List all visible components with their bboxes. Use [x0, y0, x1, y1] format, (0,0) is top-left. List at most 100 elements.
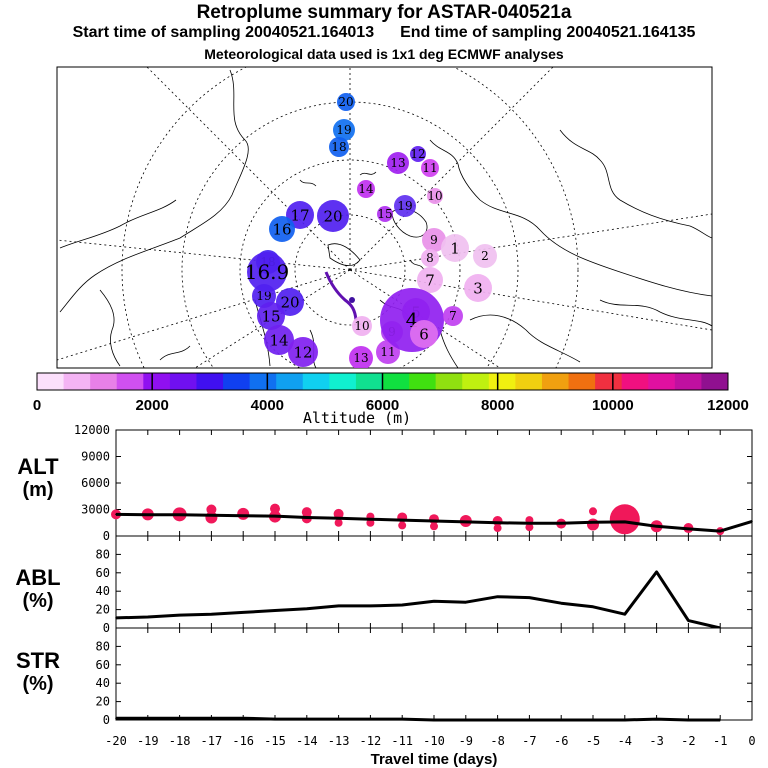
colorbar-tick-label: 8000 — [481, 397, 514, 414]
x-tick-label: -20 — [105, 734, 127, 748]
x-tick-label: -3 — [649, 734, 663, 748]
plume-cluster: 15 — [377, 206, 393, 222]
x-tick-label: -12 — [360, 734, 382, 748]
colorbar-swatch — [674, 373, 702, 390]
colorbar-tick-label: 12000 — [707, 397, 749, 414]
y-tick-label: 6000 — [81, 476, 110, 490]
x-tick-label: 0 — [748, 734, 755, 748]
data-point — [687, 619, 690, 622]
data-point — [624, 521, 626, 523]
colorbar-swatch — [63, 373, 91, 390]
y-tick-label: 20 — [96, 695, 110, 709]
data-point — [560, 602, 562, 604]
plume-marker — [417, 267, 443, 293]
y-axis-label: STR — [16, 648, 60, 673]
altitude-colorbar: 0 2000 4000 6000 8000 10000 12000 Altitude (m) — [33, 372, 749, 427]
data-point — [337, 517, 340, 520]
plume-cluster: 3 — [464, 274, 492, 302]
plume-marker — [317, 200, 349, 232]
plume-cluster: 16 — [269, 216, 295, 242]
plume-marker — [288, 337, 318, 367]
colorbar-tick-label: 0 — [33, 397, 41, 414]
data-point — [528, 719, 531, 721]
plume-marker — [329, 137, 349, 157]
y-axis-unit: (%) — [22, 590, 53, 612]
x-tick-label: -18 — [169, 734, 191, 748]
plume-label: 7 — [425, 271, 435, 289]
plume-label: 12 — [410, 147, 425, 161]
data-point — [528, 522, 531, 524]
plume-label: 7 — [449, 309, 457, 323]
data-point — [624, 613, 626, 615]
y-tick-label: 9000 — [81, 450, 110, 464]
spread-marker — [609, 504, 640, 535]
x-tick-label: -6 — [554, 734, 568, 748]
plume-marker — [286, 201, 314, 229]
colorbar-tick-label: 10000 — [592, 397, 634, 414]
y-tick-label: 20 — [96, 603, 110, 617]
data-point — [655, 525, 658, 528]
data-point — [210, 613, 213, 615]
spread-marker — [205, 511, 218, 524]
plume-marker — [257, 302, 285, 330]
colorbar-swatch — [143, 373, 171, 390]
x-tick-label: -16 — [232, 734, 254, 748]
data-point — [306, 607, 308, 610]
data-point — [210, 514, 213, 517]
spread-marker — [493, 524, 502, 533]
colorbar-title: Altitude (m) — [303, 409, 411, 427]
plume-cluster: 18 — [329, 137, 349, 157]
plume-label: 12 — [293, 343, 312, 361]
plume-label: 2 — [481, 249, 489, 263]
plume-cluster: 20 — [337, 93, 355, 111]
data-point — [369, 518, 372, 521]
data-point — [337, 718, 340, 720]
spread-marker — [430, 522, 438, 531]
y-tick-label: 0 — [103, 529, 110, 543]
colorbar-swatch — [621, 373, 649, 390]
data-point — [401, 519, 404, 521]
plume-marker — [394, 195, 416, 217]
plume-cluster: 8 — [421, 249, 439, 267]
data-point — [592, 606, 594, 608]
series-line — [115, 570, 721, 630]
data-point — [496, 719, 499, 721]
data-point — [147, 717, 149, 719]
plume-label: 16.9 — [245, 260, 290, 284]
plume-label: 11 — [422, 161, 437, 175]
plume-label: 20 — [280, 293, 299, 311]
plume-label: 17 — [290, 206, 309, 224]
plume-cluster: 12 — [410, 146, 426, 162]
plume-cluster: 14 — [264, 325, 294, 355]
data-point — [433, 600, 435, 603]
data-point — [147, 616, 149, 618]
plume-label: 19 — [397, 199, 412, 213]
y-tick-label: 60 — [96, 566, 110, 580]
plume-cluster: 10 — [352, 316, 372, 336]
plume-cluster: 11 — [421, 159, 439, 177]
y-tick-label: 3000 — [81, 503, 110, 517]
data-point — [210, 717, 213, 719]
data-point — [465, 601, 467, 604]
x-tick-label: -9 — [459, 734, 473, 748]
x-tick-label: -15 — [264, 734, 286, 748]
data-point — [242, 611, 244, 614]
plume-cluster: 12 — [288, 337, 318, 367]
colorbar-swatch — [302, 373, 330, 390]
plume-trajectory — [324, 271, 358, 321]
y-axis-label: ALT — [17, 454, 59, 479]
plume-marker — [443, 306, 463, 326]
release-site-marker — [349, 297, 355, 303]
spread-marker — [398, 521, 407, 530]
data-point — [751, 520, 753, 523]
colorbar-swatch — [355, 373, 383, 390]
data-point — [719, 719, 721, 721]
plume-label: 3 — [473, 279, 483, 297]
colorbar-swatch — [488, 373, 516, 390]
series-line — [116, 716, 721, 722]
plume-label: 19 — [256, 289, 271, 303]
data-point — [719, 530, 721, 532]
x-tick-label: -8 — [490, 734, 504, 748]
plume-cluster: 19 — [394, 195, 416, 217]
